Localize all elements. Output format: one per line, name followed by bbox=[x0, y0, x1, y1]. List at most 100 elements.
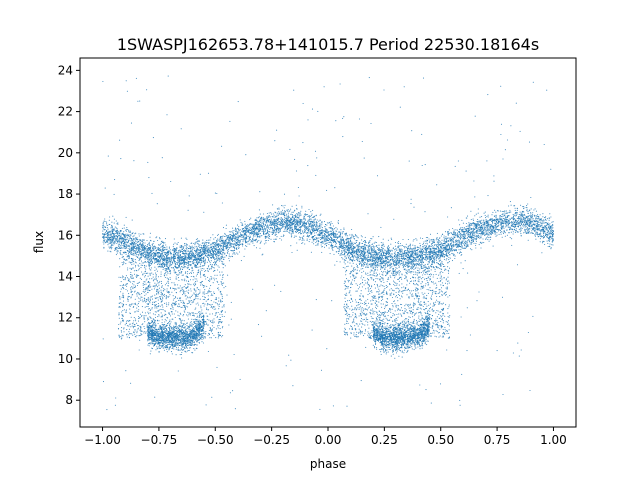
data-point bbox=[548, 228, 550, 231]
data-point bbox=[274, 211, 276, 213]
data-point bbox=[492, 221, 494, 223]
data-point bbox=[164, 238, 167, 240]
data-point bbox=[286, 222, 288, 224]
data-point bbox=[212, 247, 214, 249]
data-point bbox=[109, 216, 111, 218]
data-point bbox=[186, 244, 188, 246]
data-point bbox=[395, 267, 397, 269]
data-point bbox=[142, 246, 144, 249]
data-point bbox=[433, 241, 435, 243]
data-point bbox=[410, 248, 412, 250]
data-point bbox=[333, 228, 336, 230]
data-point bbox=[375, 264, 377, 266]
data-point bbox=[272, 229, 274, 231]
data-point bbox=[541, 235, 544, 238]
data-point bbox=[449, 249, 451, 252]
data-point bbox=[357, 254, 359, 257]
data-point bbox=[235, 230, 237, 232]
data-point bbox=[371, 266, 373, 268]
data-point bbox=[335, 236, 337, 238]
data-point bbox=[219, 247, 221, 250]
data-point bbox=[384, 252, 386, 254]
data-point bbox=[447, 243, 449, 245]
data-point bbox=[388, 249, 390, 251]
data-point bbox=[341, 251, 343, 253]
data-point bbox=[398, 264, 400, 266]
data-point bbox=[238, 245, 240, 247]
data-point bbox=[104, 239, 106, 241]
data-point bbox=[431, 240, 433, 243]
data-point bbox=[551, 227, 553, 230]
data-point bbox=[307, 222, 309, 224]
data-point bbox=[286, 228, 288, 230]
data-point bbox=[222, 254, 224, 256]
data-point bbox=[154, 247, 156, 249]
data-point bbox=[141, 247, 143, 249]
data-point bbox=[471, 239, 474, 241]
data-point bbox=[343, 250, 345, 253]
data-point bbox=[266, 226, 268, 228]
data-point bbox=[487, 234, 489, 236]
data-point bbox=[259, 230, 261, 232]
data-point bbox=[144, 242, 146, 244]
data-point bbox=[331, 232, 333, 235]
data-point bbox=[436, 237, 438, 239]
data-point bbox=[320, 230, 322, 232]
data-point bbox=[414, 248, 416, 250]
data-point bbox=[470, 230, 472, 232]
data-point bbox=[265, 237, 267, 239]
data-point bbox=[425, 236, 427, 239]
data-point bbox=[527, 203, 529, 205]
data-point bbox=[438, 245, 440, 247]
data-point bbox=[539, 241, 541, 243]
data-point bbox=[343, 228, 345, 230]
data-point bbox=[200, 251, 202, 253]
data-point bbox=[276, 236, 278, 238]
data-point bbox=[252, 237, 254, 239]
data-point bbox=[407, 245, 409, 247]
data-point bbox=[277, 230, 279, 232]
data-point bbox=[377, 264, 379, 266]
data-point bbox=[433, 262, 435, 264]
data-point bbox=[198, 240, 200, 243]
data-point bbox=[399, 263, 401, 265]
data-point bbox=[170, 254, 172, 256]
data-point bbox=[452, 253, 454, 255]
data-point bbox=[532, 212, 534, 214]
data-point bbox=[124, 241, 126, 243]
data-point bbox=[529, 232, 531, 234]
data-point bbox=[343, 227, 345, 229]
data-point bbox=[235, 229, 237, 231]
data-point bbox=[486, 223, 488, 225]
data-point bbox=[166, 248, 168, 250]
data-point bbox=[248, 225, 250, 227]
data-point bbox=[112, 215, 114, 217]
data-point bbox=[458, 219, 460, 221]
data-point bbox=[242, 239, 244, 241]
data-point bbox=[531, 226, 533, 228]
data-point bbox=[123, 237, 125, 239]
data-point bbox=[144, 253, 146, 255]
data-point bbox=[105, 233, 107, 235]
data-point bbox=[301, 239, 303, 241]
data-point bbox=[378, 236, 380, 238]
data-point bbox=[249, 219, 251, 221]
data-point bbox=[494, 231, 497, 233]
data-point bbox=[190, 250, 192, 252]
data-point bbox=[331, 247, 333, 249]
data-point bbox=[447, 237, 449, 239]
data-point bbox=[511, 238, 513, 240]
data-point bbox=[328, 243, 330, 246]
data-point bbox=[250, 217, 252, 219]
data-point bbox=[501, 214, 503, 216]
data-point bbox=[126, 226, 128, 229]
data-point bbox=[286, 223, 288, 226]
data-point bbox=[336, 240, 338, 242]
data-point bbox=[252, 231, 254, 233]
data-point bbox=[205, 243, 207, 245]
data-point bbox=[249, 229, 251, 231]
data-point bbox=[134, 245, 137, 247]
data-point bbox=[113, 235, 115, 237]
data-point bbox=[464, 233, 466, 235]
data-point bbox=[538, 217, 540, 219]
